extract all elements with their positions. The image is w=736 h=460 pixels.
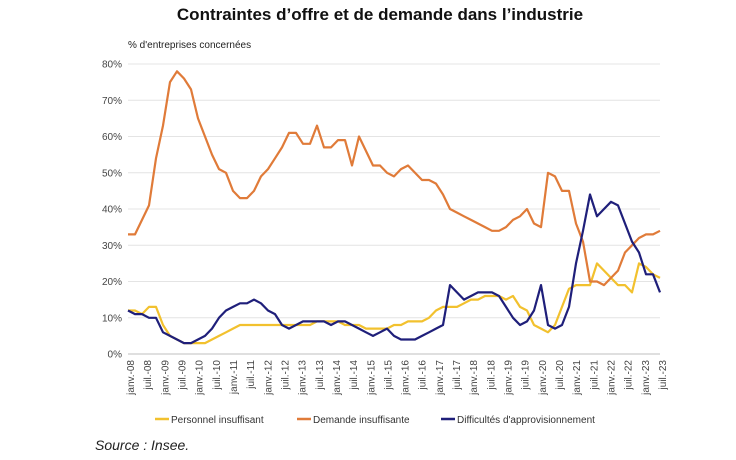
x-tick-label: janv.-18 bbox=[469, 360, 480, 396]
x-tick-label: juil.-13 bbox=[315, 360, 326, 391]
x-tick-label: juil.-14 bbox=[349, 360, 360, 391]
grid bbox=[128, 63, 660, 355]
y-tick-label: 70% bbox=[102, 96, 122, 107]
x-tick-label: janv.-20 bbox=[538, 360, 549, 396]
x-tick-label: juil.-15 bbox=[383, 360, 394, 391]
x-tick-label: juil.-11 bbox=[246, 360, 257, 390]
legend-label: Difficultés d'approvisionnement bbox=[457, 415, 595, 426]
x-tick-label: juil.-09 bbox=[177, 360, 188, 391]
x-tick-label: janv.-16 bbox=[401, 360, 412, 396]
source-note: Source : Insee. bbox=[95, 437, 190, 453]
y-ticks: 0% 10% 20% 30% 40% 50% 60% 70% 80% bbox=[102, 60, 122, 361]
x-tick-label: juil.-10 bbox=[212, 360, 223, 391]
legend-label: Demande insuffisante bbox=[313, 415, 410, 426]
legend-label: Personnel insuffisant bbox=[171, 415, 264, 426]
y-axis-label: % d'entreprises concernées bbox=[128, 40, 252, 51]
series-line-2 bbox=[128, 70, 661, 287]
series-lines bbox=[127, 70, 662, 345]
x-tick-label: janv.-13 bbox=[298, 360, 309, 396]
y-tick-label: 10% bbox=[102, 313, 122, 324]
x-ticks: janv.-08 juil.-08 janv.-09 juil.-09 janv.-10… bbox=[126, 360, 669, 396]
y-tick-label: 30% bbox=[102, 241, 122, 252]
x-tick-label: juil.-16 bbox=[418, 360, 429, 391]
x-tick-label: juil.-20 bbox=[555, 360, 566, 391]
y-tick-label: 0% bbox=[108, 350, 123, 361]
x-tick-label: juil.-17 bbox=[452, 360, 463, 391]
x-tick-label: janv.-17 bbox=[435, 360, 446, 396]
x-tick-label: janv.-10 bbox=[195, 360, 206, 396]
y-tick-label: 40% bbox=[102, 205, 122, 216]
x-tick-label: janv.-23 bbox=[641, 360, 652, 396]
series-line-1 bbox=[128, 262, 661, 345]
x-tick-label: juil.-18 bbox=[486, 360, 497, 391]
x-tick-label: janv.-21 bbox=[572, 360, 583, 396]
x-tick-label: juil.-23 bbox=[658, 360, 669, 391]
y-tick-label: 60% bbox=[102, 132, 122, 143]
x-tick-label: juil.-08 bbox=[143, 360, 154, 391]
x-tick-label: juil.-21 bbox=[589, 360, 600, 391]
x-tick-label: janv.-19 bbox=[504, 360, 515, 396]
chart-title: Contraintes d’offre et de demande dans l… bbox=[176, 5, 584, 24]
x-tick-label: janv.-11 bbox=[229, 360, 240, 396]
x-tick-label: janv.-15 bbox=[366, 360, 377, 396]
x-tick-label: janv.-12 bbox=[263, 360, 274, 396]
x-tick-label: janv.-09 bbox=[160, 360, 171, 396]
x-tick-label: janv.-22 bbox=[607, 360, 618, 396]
x-tick-label: janv.-14 bbox=[332, 360, 343, 396]
x-tick-label: juil.-22 bbox=[624, 360, 635, 391]
y-tick-label: 20% bbox=[102, 277, 122, 288]
x-tick-label: janv.-08 bbox=[126, 360, 137, 396]
x-tick-label: juil.-12 bbox=[280, 360, 291, 391]
y-tick-label: 80% bbox=[102, 60, 122, 71]
legend: Personnel insuffisant Demande insuffisant… bbox=[155, 415, 595, 426]
series-line-3 bbox=[127, 193, 662, 345]
y-tick-label: 50% bbox=[102, 168, 122, 179]
x-tick-label: juil.-19 bbox=[521, 360, 532, 391]
